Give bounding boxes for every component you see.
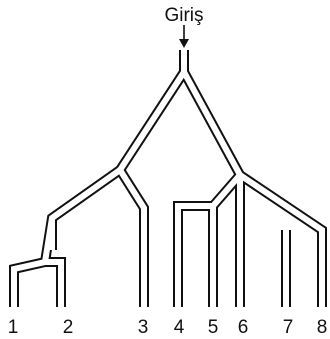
entry-arrowhead [179,39,189,48]
exit-label-5: 5 [208,317,219,338]
exit-label-2: 2 [63,317,74,338]
exit-labels: 1 2 3 4 5 6 7 8 [8,317,328,338]
exit-label-4: 4 [174,317,185,338]
maze-tubes [9,50,327,307]
entry-label: Giriş [164,5,203,26]
exit-label-8: 8 [317,317,328,338]
exit-label-7: 7 [283,317,294,338]
exit-label-1: 1 [8,317,19,338]
exit-label-6: 6 [238,317,249,338]
exit-label-3: 3 [138,317,149,338]
